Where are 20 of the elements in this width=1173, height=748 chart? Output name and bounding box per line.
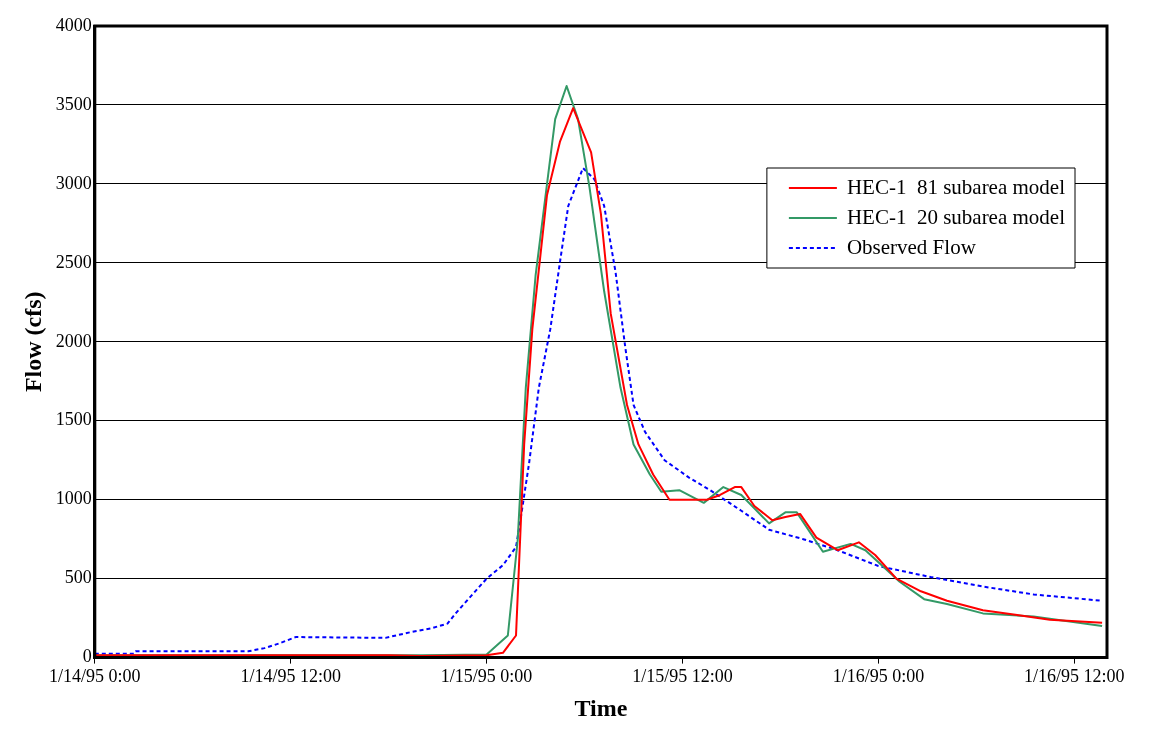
x-tick-label: 1/15/95 12:00: [632, 666, 733, 687]
legend-label: HEC-1 20 subarea model: [846, 204, 1066, 229]
y-tick-label: 2000: [55, 330, 92, 351]
x-tick-label: 1/14/95 0:00: [49, 666, 141, 687]
y-tick-label: 0: [82, 646, 92, 667]
x-tick-label: 1/15/95 0:00: [440, 666, 533, 687]
x-tick-label: 1/16/95 0:00: [832, 666, 925, 687]
y-tick-label: 4000: [55, 14, 92, 35]
y-tick-label: 3500: [55, 93, 92, 114]
x-tick-label: 1/16/95 12:00: [1024, 666, 1125, 687]
y-tick-label: 1000: [55, 488, 92, 509]
y-axis-title: Flow (cfs): [19, 291, 46, 393]
x-axis-title: Time: [574, 694, 628, 721]
y-tick-label: 3000: [55, 172, 92, 193]
legend-label: Observed Flow: [846, 234, 977, 259]
x-tick-label: 1/14/95 12:00: [240, 666, 341, 687]
y-tick-label: 2500: [55, 251, 92, 272]
y-tick-label: 500: [64, 567, 92, 588]
y-tick-label: 1500: [55, 409, 92, 430]
legend-label: HEC-1 81 subarea model: [846, 174, 1066, 199]
